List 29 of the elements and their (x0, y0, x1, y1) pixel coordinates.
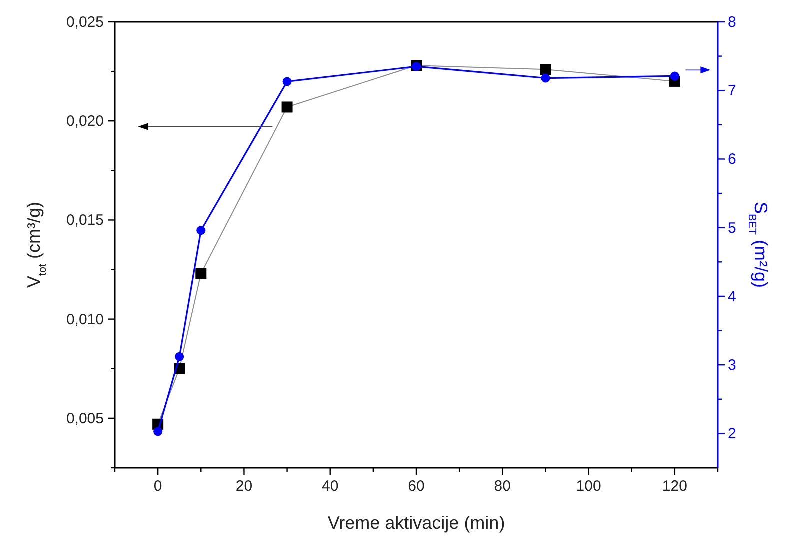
y2-tick-label: 4 (728, 288, 736, 306)
y-tick-label: 0,010 (66, 311, 104, 328)
point (670, 72, 680, 81)
y-tick-label: 0,020 (66, 113, 104, 130)
x-tick-label: 20 (236, 478, 253, 495)
x-tick-label: 60 (408, 478, 425, 495)
y-tick-label: 0,005 (66, 410, 104, 428)
y2-tick-label: 3 (728, 357, 736, 374)
y2-tick-label: 7 (728, 82, 736, 100)
y-tick-label: 0,025 (66, 14, 104, 31)
point (154, 427, 163, 436)
point (282, 77, 292, 86)
point (541, 74, 550, 83)
x-tick-label: 120 (662, 478, 688, 495)
point (196, 226, 206, 236)
x-tick-label: 100 (576, 478, 602, 495)
x-axis-title: Vreme aktivacije (min) (328, 513, 506, 533)
point (540, 64, 552, 76)
x-tick-label: 0 (154, 478, 162, 495)
x-tick-label: 80 (494, 478, 511, 495)
y2-tick-label: 5 (728, 220, 736, 237)
point (196, 268, 207, 280)
y2-tick-label: 6 (728, 151, 736, 168)
point (282, 102, 293, 113)
y2-tick-label: 8 (728, 14, 736, 31)
y-tick-label: 0,015 (66, 212, 104, 230)
y2-tick-label: 2 (728, 426, 736, 443)
x-tick-label: 40 (322, 478, 339, 495)
point (175, 352, 184, 362)
